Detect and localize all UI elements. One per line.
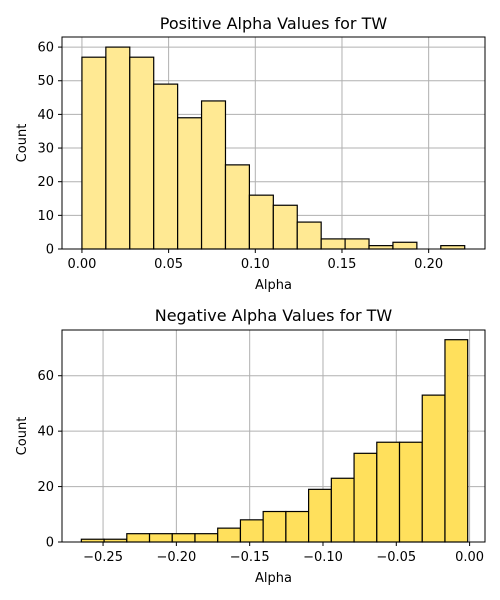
histogram-bar [171, 533, 196, 543]
axes-frame [61, 36, 486, 250]
x-tick-label: −0.05 [376, 550, 416, 565]
axes-frame [61, 329, 486, 543]
y-tick-label: 60 [37, 41, 54, 56]
y-tick-label: 40 [37, 108, 54, 123]
histogram-bar [376, 441, 401, 543]
x-axis-label: Alpha [255, 571, 292, 586]
x-tick-label: −0.20 [156, 550, 196, 565]
y-tick-label: 10 [37, 209, 54, 224]
histogram-bar [148, 533, 173, 543]
x-tick-label: −0.10 [303, 550, 343, 565]
histogram-bar [81, 56, 107, 250]
y-tick-label: 0 [46, 536, 54, 551]
positive-alpha-histogram: 0.00 0.05 0.10 0.15 0.20 0 10 20 30 40 50 60 Positiv… [15, 14, 486, 293]
x-tick-label: −0.15 [230, 550, 270, 565]
y-tick-label: 50 [37, 74, 54, 89]
y-axis-label: Count [15, 124, 30, 163]
histogram-bar [308, 488, 332, 543]
negative-alpha-histogram: −0.25 −0.20 −0.15 −0.10 −0.05 0.00 0 20 40 60 Nega… [15, 306, 486, 586]
x-tick-label: −0.25 [83, 550, 123, 565]
histogram-bar [444, 339, 469, 543]
x-tick-label: 0.15 [328, 257, 357, 272]
histogram-bar [248, 194, 274, 250]
chart-title: Negative Alpha Values for TW [155, 306, 393, 325]
histogram-bar [129, 56, 155, 250]
x-tick-label: 0.20 [414, 257, 443, 272]
histogram-bar [285, 510, 310, 543]
histogram-bar [153, 83, 179, 250]
histogram-bar [272, 204, 298, 250]
histogram-bar [344, 238, 370, 250]
histogram-bar [398, 441, 423, 543]
histogram-bar [368, 245, 394, 250]
histogram-bar [194, 533, 219, 543]
histogram-bar [177, 117, 203, 250]
x-tick-label: 0.00 [455, 550, 484, 565]
x-tick-label: 0.00 [67, 257, 96, 272]
y-tick-label: 20 [37, 175, 54, 190]
x-tick-label: 0.05 [154, 257, 183, 272]
chart-title: Positive Alpha Values for TW [160, 14, 388, 33]
x-axis-label: Alpha [255, 278, 292, 293]
histogram-bar [200, 100, 227, 250]
histogram-bar [330, 477, 355, 543]
histogram-bar [105, 46, 131, 250]
y-axis-label: Count [15, 417, 30, 456]
histogram-bar [126, 533, 151, 543]
histogram-bar [217, 527, 242, 543]
histogram-bar [421, 394, 446, 543]
y-tick-label: 20 [37, 480, 54, 495]
histogram-bar [239, 519, 264, 543]
histogram-bar [440, 245, 466, 250]
histogram-bar [224, 164, 251, 250]
y-tick-label: 60 [37, 369, 54, 384]
x-tick-label: 0.10 [241, 257, 270, 272]
histogram-bar [296, 221, 322, 250]
y-tick-label: 0 [46, 243, 54, 258]
y-tick-label: 30 [37, 142, 54, 157]
histogram-bar [262, 510, 287, 543]
y-tick-label: 40 [37, 425, 54, 440]
histogram-bar [392, 241, 418, 250]
histogram-bar [353, 452, 378, 543]
histogram-bar [320, 238, 346, 250]
